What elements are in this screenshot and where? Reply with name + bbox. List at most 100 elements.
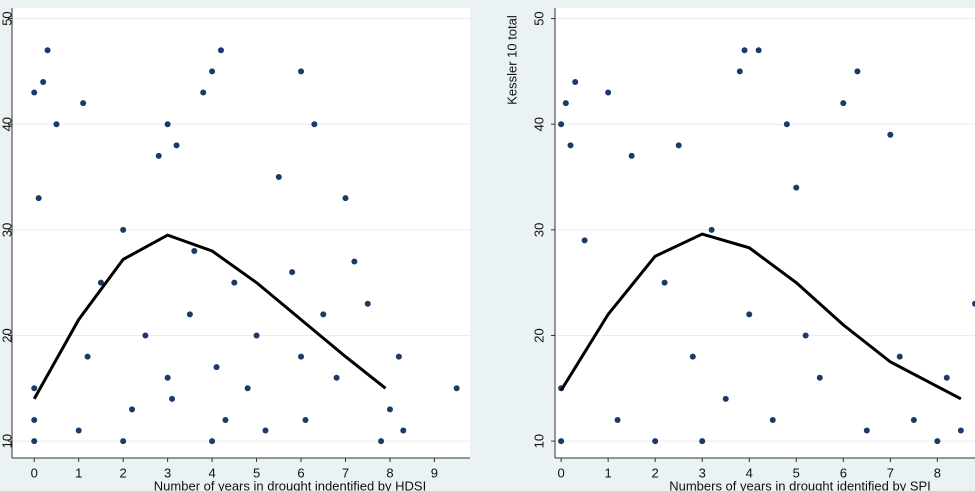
point [164,121,171,128]
point [186,311,193,318]
point [217,47,224,54]
point [854,68,861,75]
point [572,78,579,85]
point [943,374,950,381]
point [661,279,668,286]
point [129,406,136,413]
y-tick-label: 40 [0,117,14,131]
x-axis-title: Numbers of years in drought identified b… [669,478,931,491]
point [708,226,715,233]
point [453,385,460,392]
y-tick-label: 50 [0,11,14,25]
x-tick-label: 0 [31,465,38,480]
plot-marks [558,47,975,445]
point [934,438,941,445]
point [31,416,38,423]
point [567,142,574,149]
x-tick-label: 4 [208,465,215,480]
point [213,364,220,371]
point [722,395,729,402]
point [311,121,318,128]
point [289,269,296,276]
point [169,395,176,402]
point [40,78,47,85]
x-tick-label: 5 [793,465,800,480]
point [652,438,659,445]
point [31,89,38,96]
point [200,89,207,96]
x-tick-label: 6 [297,465,304,480]
y-axis-title: Kessler 10 total [504,15,519,105]
x-tick-label: 0 [557,465,564,480]
point [84,353,91,360]
point [558,121,565,128]
point [558,438,565,445]
point [581,237,588,244]
fit-line [32,233,387,400]
x-tick-label: 7 [342,465,349,480]
point [378,438,385,445]
point [244,385,251,392]
point [605,89,612,96]
y-tick-label: 30 [531,223,546,237]
point [562,100,569,107]
y-tick-label: 40 [531,117,546,131]
x-axis-title: Number of years in drought indentified b… [154,478,426,491]
point [80,100,87,107]
point [164,374,171,381]
point [209,438,216,445]
plot-marks [31,47,460,445]
point [120,438,127,445]
point [209,68,216,75]
point [75,427,82,434]
point [802,332,809,339]
x-tick-label: 4 [746,465,753,480]
y-tick-label: 50 [531,11,546,25]
point [222,416,229,423]
point [736,68,743,75]
point [320,311,327,318]
point [887,131,894,138]
plot-area [12,8,470,458]
fit-line [559,232,962,401]
x-tick-label: 7 [887,465,894,480]
point [333,374,340,381]
point [741,47,748,54]
point [395,353,402,360]
x-tick-label: 9 [431,465,438,480]
point [689,353,696,360]
y-tick-label: 20 [0,328,14,342]
point [386,406,393,413]
point [253,332,260,339]
point [699,438,706,445]
point [142,332,149,339]
x-tick-label: 3 [164,465,171,480]
x-tick-label: 1 [75,465,82,480]
x-tick-label: 1 [605,465,612,480]
point [675,142,682,149]
x-tick-label: 6 [840,465,847,480]
point [755,47,762,54]
point [173,142,180,149]
x-tick-label: 3 [699,465,706,480]
point [816,374,823,381]
x-tick-label: 8 [386,465,393,480]
point [97,279,104,286]
point [910,416,917,423]
x-tick-label: 2 [652,465,659,480]
point [53,121,60,128]
point [896,353,903,360]
x-tick-label: 8 [934,465,941,480]
point [262,427,269,434]
point [298,68,305,75]
y-tick-label: 10 [0,434,14,448]
point [120,226,127,233]
point [769,416,776,423]
point [364,300,371,307]
point [746,311,753,318]
point [155,152,162,159]
x-tick-label: 5 [253,465,260,480]
y-tick-label: 30 [0,223,14,237]
